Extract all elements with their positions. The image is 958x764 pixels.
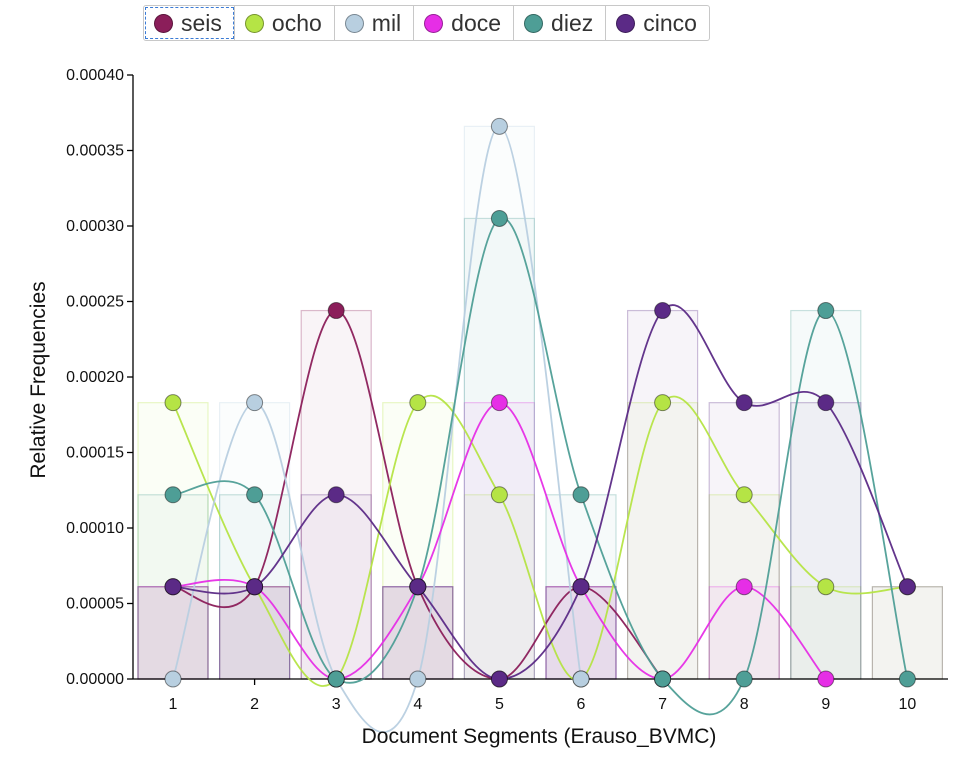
bar-cinco-9 <box>790 402 862 680</box>
legend-item-seis[interactable]: seis <box>144 6 235 40</box>
bars-layer <box>137 125 944 680</box>
point-cinco-4[interactable] <box>409 578 427 596</box>
bar-doce-5 <box>463 402 535 680</box>
legend-label: diez <box>551 9 594 36</box>
legend-swatch <box>344 13 364 33</box>
legend-item-cinco[interactable]: cinco <box>606 6 709 40</box>
point-mil-4[interactable] <box>409 670 427 688</box>
x-tick-label: 2 <box>250 696 259 713</box>
x-tick-label: 5 <box>495 696 504 713</box>
point-ocho-8[interactable] <box>735 486 753 504</box>
y-tick-label: 0.00005 <box>66 596 124 613</box>
point-cinco-6[interactable] <box>572 578 590 596</box>
point-ocho-9[interactable] <box>817 578 835 596</box>
point-cinco-3[interactable] <box>327 486 345 504</box>
bar-ocho-1 <box>137 402 209 680</box>
y-tick-label: 0.00040 <box>66 67 124 84</box>
point-diez-2[interactable] <box>246 486 264 504</box>
y-axis-title: Relative Frequencies <box>27 281 50 478</box>
point-doce-5[interactable] <box>490 394 508 412</box>
legend-swatch <box>154 13 173 33</box>
legend-item-diez[interactable]: diez <box>514 6 607 40</box>
x-tick-label: 6 <box>577 696 586 713</box>
bar-diez-5 <box>463 217 535 680</box>
bar-doce-2 <box>219 586 291 680</box>
x-tick-label: 7 <box>658 696 667 713</box>
bar-cinco-1 <box>137 586 209 680</box>
legend-swatch <box>424 13 444 33</box>
legend: seis ocho mil doce diez cinco <box>143 5 710 41</box>
bar-ocho-2 <box>219 586 291 680</box>
point-mil-1[interactable] <box>164 670 182 688</box>
point-seis-3[interactable] <box>327 302 345 320</box>
point-doce-8[interactable] <box>735 578 753 596</box>
legend-swatch <box>616 13 636 33</box>
y-tick-label: 0.00010 <box>66 520 124 537</box>
point-cinco-1[interactable] <box>164 578 182 596</box>
legend-label: doce <box>451 9 502 36</box>
y-tick-label: 0.00025 <box>66 294 124 311</box>
point-ocho-7[interactable] <box>654 394 672 412</box>
point-cinco-10[interactable] <box>898 578 916 596</box>
point-ocho-4[interactable] <box>409 394 427 412</box>
point-diez-1[interactable] <box>164 486 182 504</box>
y-tick-label: 0.00030 <box>66 218 124 235</box>
points-layer <box>164 117 916 688</box>
point-doce-9[interactable] <box>817 670 835 688</box>
point-mil-6[interactable] <box>572 670 590 688</box>
legend-label: mil <box>371 9 402 36</box>
y-tick-label: 0.00020 <box>66 369 124 386</box>
x-tick-label: 3 <box>332 696 341 713</box>
y-tick-label: 0.00000 <box>66 671 124 688</box>
point-diez-9[interactable] <box>817 302 835 320</box>
series-line-diez <box>172 216 909 716</box>
legend-swatch <box>244 13 264 33</box>
bar-cinco-3 <box>300 494 372 680</box>
point-diez-6[interactable] <box>572 486 590 504</box>
point-diez-3[interactable] <box>327 670 345 688</box>
point-cinco-9[interactable] <box>817 394 835 412</box>
bar-cinco-10 <box>871 586 944 680</box>
point-cinco-2[interactable] <box>246 578 264 596</box>
x-tick-label: 10 <box>899 696 917 713</box>
bar-ocho-5 <box>463 494 535 680</box>
legend-swatch <box>524 13 544 33</box>
legend-item-doce[interactable]: doce <box>414 6 515 40</box>
point-cinco-5[interactable] <box>490 670 508 688</box>
point-cinco-7[interactable] <box>654 302 672 320</box>
point-ocho-5[interactable] <box>490 486 508 504</box>
y-tick-label: 0.00015 <box>66 445 124 462</box>
y-tick-label: 0.00035 <box>66 143 124 160</box>
point-diez-10[interactable] <box>898 670 916 688</box>
point-mil-5[interactable] <box>490 117 508 135</box>
point-diez-8[interactable] <box>735 670 753 688</box>
x-axis-title: Document Segments (Erauso_BVMC) <box>362 725 717 748</box>
bar-cinco-7 <box>626 309 699 680</box>
legend-label: seis <box>181 9 222 36</box>
x-tick-label: 8 <box>740 696 749 713</box>
point-ocho-1[interactable] <box>164 394 182 412</box>
axes-layer: 0.00000 0.00005 0.00010 0.00015 0.00020 0.000… <box>66 67 948 713</box>
point-diez-5[interactable] <box>490 209 508 227</box>
bar-cinco-2 <box>219 586 291 680</box>
point-diez-7[interactable] <box>654 670 672 688</box>
x-tick-label: 4 <box>413 696 422 713</box>
x-tick-label: 9 <box>821 696 830 713</box>
bar-ocho-10 <box>871 586 944 680</box>
legend-item-mil[interactable]: mil <box>335 6 415 40</box>
x-tick-label: 1 <box>169 696 178 713</box>
legend-label: ocho <box>271 9 322 36</box>
point-mil-2[interactable] <box>246 394 264 412</box>
point-cinco-8[interactable] <box>735 394 753 412</box>
bar-cinco-8 <box>708 402 780 680</box>
bar-ocho-7 <box>626 402 699 680</box>
legend-label: cinco <box>643 9 697 36</box>
legend-item-ocho[interactable]: ocho <box>235 6 335 40</box>
